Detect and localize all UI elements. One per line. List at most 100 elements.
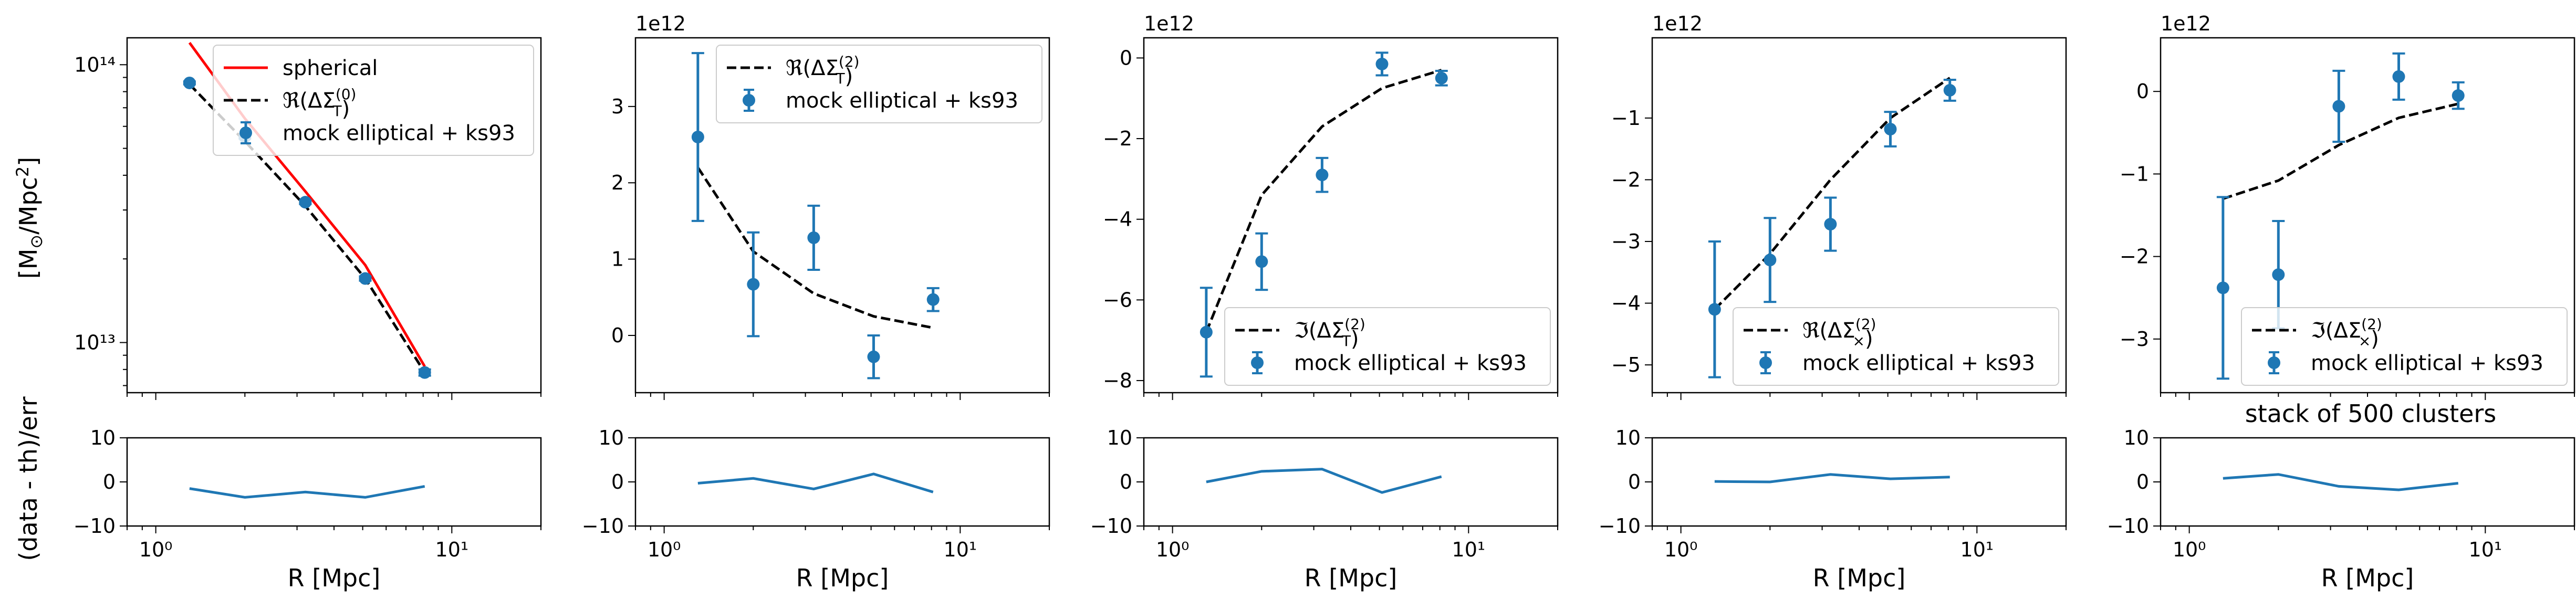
y-tick-label: 0: [1628, 470, 1641, 493]
x-tick-label: 10⁰: [2173, 538, 2206, 561]
x-tick-label: 10¹: [435, 538, 469, 561]
legend: ℜ(ΔΣ(2) T)mock elliptical + ks93: [716, 45, 1042, 123]
legend-frame: [716, 45, 1042, 123]
legend-marker: [1759, 356, 1772, 369]
offset-text: 1e12: [1144, 12, 1194, 35]
y-tick-label: 0: [103, 470, 116, 493]
data-point: [359, 272, 372, 285]
series-group: [1206, 468, 1442, 494]
data-point: [299, 196, 312, 209]
series-group: [189, 485, 425, 499]
x-ticks: [1143, 393, 1558, 400]
x-tick-label: 10¹: [1452, 538, 1486, 561]
data-point: [807, 231, 820, 244]
y-tick-label: −6: [1103, 288, 1132, 311]
y-tick-label: 0: [611, 470, 624, 493]
y-tick-label: −3: [2120, 328, 2149, 351]
series-group: [697, 472, 934, 493]
x-ticks: 10⁰ 10¹: [1652, 526, 2067, 561]
y-ticks: 10 0 −10: [74, 426, 127, 538]
y-tick-label: 0: [2136, 80, 2149, 103]
y-tick-label: −3: [1611, 230, 1641, 253]
x-ticks: [127, 393, 541, 400]
legend-marker: [743, 94, 755, 107]
legend-label: ℜ(ΔΣ(2) T): [786, 53, 859, 89]
y-tick-label: 0: [2136, 470, 2149, 493]
data-point: [183, 76, 196, 89]
legend: ℑ(ΔΣ(2) T)mock elliptical + ks93: [1224, 307, 1551, 386]
axes-frame: [126, 437, 542, 527]
axes-frame: [1651, 37, 2067, 394]
axes-frame: [1143, 437, 1559, 527]
y-tick-label: 10¹³: [74, 331, 116, 354]
legend-label: ℑ(ΔΣ(2) T): [1294, 315, 1365, 351]
x-axis-label: R [Mpc]: [796, 564, 889, 592]
y-ticks: 10 0 −10: [1599, 426, 1652, 538]
legend-label: spherical: [283, 56, 378, 80]
data-point: [747, 278, 760, 291]
top-y-axis-label: [M⊙/Mpc2]: [13, 157, 46, 279]
axes-frame: [634, 437, 1050, 527]
legend-marker: [1251, 356, 1264, 369]
panel-bottom-4: 10⁰ 10¹ 10 0 −10 R [Mpc]: [1599, 426, 2067, 592]
panel-bottom-5: 10⁰ 10¹ 10 0 −10 R [Mpc]: [2107, 426, 2575, 592]
axes-frame: [1143, 37, 1559, 394]
y-tick-label: −10: [2107, 514, 2149, 538]
bottom-y-axis-label: (data - th)/err: [14, 396, 43, 561]
dashed-model-line: [696, 166, 934, 329]
x-axis-label: R [Mpc]: [2321, 564, 2414, 592]
y-tick-label: 0: [1120, 470, 1132, 493]
data-point: [2332, 100, 2345, 113]
data-point: [1255, 255, 1268, 268]
data-point: [2216, 281, 2229, 295]
x-axis-label: R [Mpc]: [1813, 564, 1906, 592]
panel-top-1: 10¹³ 10¹⁴ spherical ℜ(ΔΣ(0) T)mock elliptica…: [74, 37, 542, 400]
legend-label: mock elliptical + ks93: [1802, 351, 2035, 375]
series-line: [189, 485, 425, 499]
x-tick-label: 10⁰: [1156, 538, 1190, 561]
x-tick-label: 10⁰: [1664, 538, 1698, 561]
data-point: [1435, 71, 1448, 85]
dashed-model-line: [1205, 69, 1442, 333]
legend-frame: [1224, 307, 1551, 386]
legend-label: mock elliptical + ks93: [1294, 351, 1527, 375]
legend-label: ℜ(ΔΣ(0) T): [283, 86, 356, 121]
y-tick-label: −10: [74, 514, 116, 538]
y-tick-label: 10: [1615, 426, 1641, 449]
data-point: [2452, 89, 2465, 102]
y-tick-label: 10: [90, 426, 116, 449]
y-ticks: 10 0 −10: [2107, 426, 2161, 538]
y-tick-label: 0: [1120, 46, 1132, 69]
axes-frame: [634, 37, 1050, 394]
y-ticks: 10 0 −10: [582, 426, 635, 538]
y-tick-label: −5: [1611, 353, 1641, 376]
data-point: [2392, 70, 2405, 83]
x-ticks: 10⁰ 10¹: [635, 526, 1050, 561]
legend-label: mock elliptical + ks93: [786, 89, 1018, 113]
legend: ℜ(ΔΣ(2) ×)mock elliptical + ks93: [1733, 307, 2059, 386]
y-tick-label: −1: [1611, 107, 1641, 130]
y-tick-label: 3: [611, 95, 624, 118]
series-line: [1714, 473, 1950, 483]
y-tick-label: −1: [2120, 162, 2149, 185]
y-ticks: 0 −2 −4 −6 −8: [1103, 46, 1144, 392]
panel-top-4: −1 −2 −3 −4 −5 1e12 ℜ(ΔΣ(2) ×)mock elliptical +…: [1611, 12, 2067, 400]
panel-bottom-2: 10⁰ 10¹ 10 0 −10 R [Mpc]: [582, 426, 1050, 592]
x-ticks: [2160, 393, 2575, 400]
legend-label: ℜ(ΔΣ(2) ×): [1802, 315, 1876, 351]
x-axis-label: R [Mpc]: [288, 564, 381, 592]
series-line: [2223, 473, 2459, 491]
offset-text: 1e12: [2161, 12, 2211, 35]
x-ticks: [635, 393, 1050, 400]
data-point: [1884, 122, 1897, 135]
data-point: [691, 130, 704, 143]
series-line: [1206, 468, 1442, 494]
x-tick-label: 10⁰: [648, 538, 681, 561]
data-point: [926, 293, 940, 306]
y-tick-label: −10: [1599, 514, 1641, 538]
panel-top-5: 0 −1 −2 −3 1e12 ℑ(ΔΣ(2) ×)mock elliptical + ks…: [2120, 12, 2575, 400]
series-group: [1200, 51, 1448, 378]
y-ticks: −1 −2 −3 −4 −5: [1611, 107, 1652, 376]
data-point: [1824, 218, 1837, 231]
series-group: [691, 52, 940, 380]
